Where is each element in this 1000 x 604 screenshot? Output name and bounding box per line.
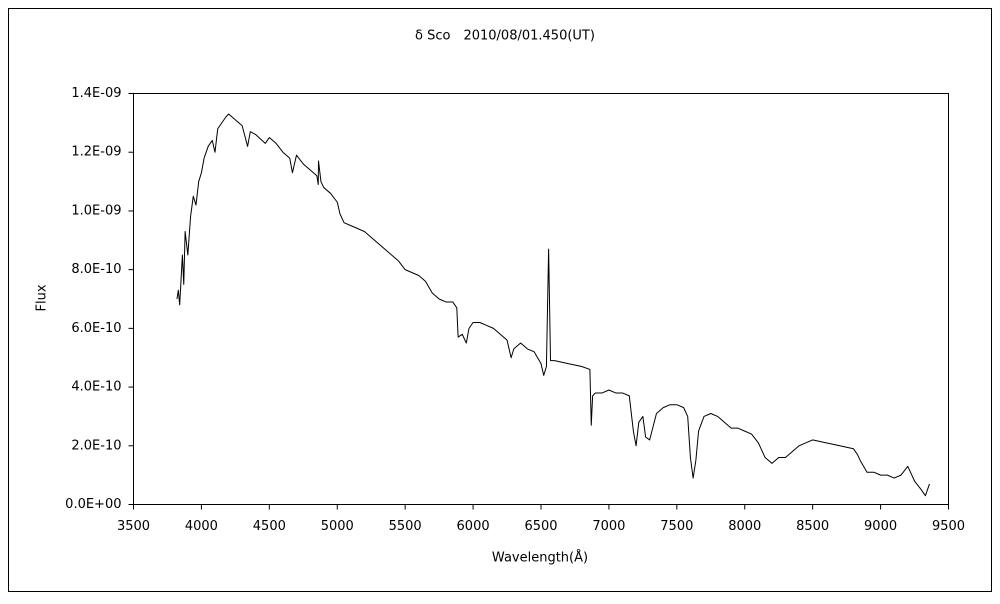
y-tick-label: 4.0E-10 <box>71 380 121 395</box>
x-tick-label: 8500 <box>796 519 829 534</box>
x-tick-label: 9000 <box>864 519 897 534</box>
y-tick-label: 1.4E-09 <box>71 86 121 101</box>
x-tick-label: 4500 <box>253 519 286 534</box>
y-tick-label: 1.2E-09 <box>71 145 121 160</box>
x-tick-label: 7000 <box>592 519 625 534</box>
x-tick-label: 4000 <box>185 519 218 534</box>
x-tick-label: 7500 <box>660 519 693 534</box>
plot-area <box>133 93 949 505</box>
chart-title: δ Sco 2010/08/01.450(UT) <box>415 29 595 44</box>
spectrum-line <box>176 113 930 497</box>
x-tick-label: 6000 <box>457 519 490 534</box>
y-tick-label: 1.0E-09 <box>71 203 121 218</box>
x-tick-label: 5000 <box>321 519 354 534</box>
y-axis-label: Flux <box>35 284 50 311</box>
y-tick-label: 6.0E-10 <box>71 321 121 336</box>
x-tick-label: 3500 <box>117 519 150 534</box>
x-tick-label: 5500 <box>389 519 422 534</box>
y-tick-label: 0.0E+00 <box>65 497 121 512</box>
y-tick-label: 2.0E-10 <box>71 438 121 453</box>
y-tick-label: 8.0E-10 <box>71 262 121 277</box>
x-tick-label: 6500 <box>524 519 557 534</box>
x-tick-label: 9500 <box>932 519 965 534</box>
x-tick-label: 8000 <box>728 519 761 534</box>
x-axis-label: Wavelength(Å) <box>492 550 588 566</box>
